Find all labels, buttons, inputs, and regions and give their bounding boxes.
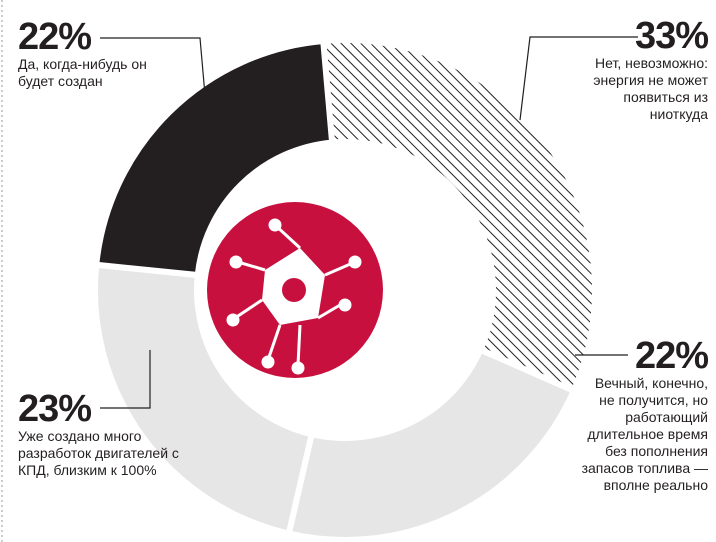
value-label: 22% (548, 337, 708, 375)
label-2: 23% Уже создано много разработок двигате… (18, 390, 218, 479)
value-label: 33% (548, 17, 708, 55)
slice (289, 350, 574, 540)
category-label: Вечный, конечно, не получится, но работа… (578, 375, 708, 494)
value-label: 23% (18, 390, 218, 428)
label-1: 22% Вечный, конечно, не получится, но ра… (548, 337, 708, 494)
value-label: 22% (18, 18, 218, 56)
category-label: Уже создано много разработок двигателей … (18, 428, 203, 479)
page: 33% Нет, невозможно: энергия не может по… (0, 0, 716, 542)
label-0: 33% Нет, невозможно: энергия не может по… (548, 17, 708, 123)
label-3: 22% Да, когда-нибудь он будет создан (18, 18, 218, 90)
category-label: Да, когда-нибудь он будет создан (18, 56, 178, 90)
category-label: Нет, невозможно: энергия не может появит… (568, 55, 708, 123)
